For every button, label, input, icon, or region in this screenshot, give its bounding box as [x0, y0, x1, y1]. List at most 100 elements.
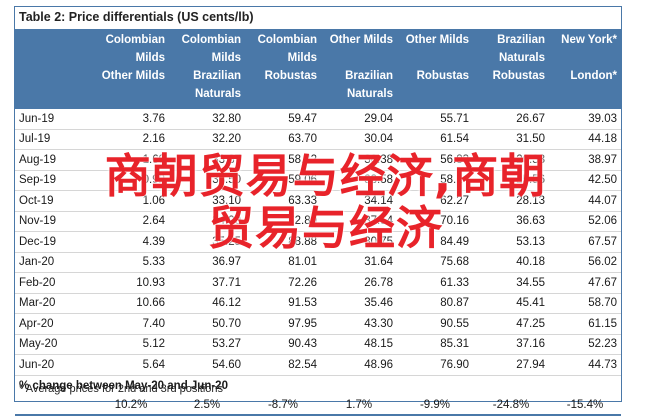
column-header: New York* London* [549, 29, 621, 109]
price-cell: 84.49 [397, 231, 473, 253]
table-row: Jun-20 5.64 54.60 82.54 48.96 76.90 27.94 44.73 [15, 354, 621, 376]
price-cell: 63.70 [245, 129, 321, 150]
price-cell: 58.42 [245, 149, 321, 171]
table-row: Jul-19 2.16 32.20 63.70 30.04 61.54 31.50 44.18 [15, 129, 621, 150]
row-month: Nov-19 [15, 211, 93, 232]
price-cell: 44.07 [549, 190, 621, 212]
price-cell: 26.67 [473, 109, 549, 130]
column-header: Other Milds Brazilian Naturals [321, 29, 397, 109]
price-cell: 58.70 [549, 293, 621, 314]
footnote: * Average prices for 2nd and 3rd positio… [19, 383, 224, 395]
price-cell: 5.33 [93, 252, 169, 273]
price-cell: 37.16 [473, 334, 549, 355]
price-cell: 52.06 [549, 211, 621, 232]
price-cell: 30.04 [321, 129, 397, 150]
price-cell: 42.50 [549, 170, 621, 191]
price-cell: 61.54 [397, 129, 473, 150]
row-month: Jul-19 [15, 129, 93, 150]
price-cell: 28.13 [473, 190, 549, 212]
price-cell: 38.97 [549, 149, 621, 171]
price-cell: 36.63 [473, 211, 549, 232]
row-month: Jun-20 [15, 354, 93, 376]
price-cell: 59.06 [245, 170, 321, 191]
table-row: Mar-20 10.66 46.12 91.53 35.46 80.87 45.41 58.7… [15, 293, 621, 314]
price-cell: 62.27 [397, 190, 473, 212]
price-cell: 10.93 [93, 272, 169, 294]
price-cell: 47.67 [549, 272, 621, 294]
price-cell: 76.90 [397, 354, 473, 376]
price-cell: 72.80 [245, 211, 321, 232]
row-month: Jan-20 [15, 252, 93, 273]
table-row: May-20 5.12 53.27 90.43 48.15 85.31 37.16 52.23 [15, 334, 621, 355]
price-cell: 39.03 [549, 109, 621, 130]
table-row: Jan-20 5.33 36.97 81.01 31.64 75.68 40.18 56.02 [15, 252, 621, 273]
price-cell: 26.78 [321, 272, 397, 294]
price-cell: 67.57 [549, 231, 621, 253]
column-header: Colombian Milds Other Milds [93, 29, 169, 109]
price-cell: 32.80 [169, 109, 245, 130]
row-month: Oct-19 [15, 190, 93, 212]
table-title: Table 2: Price differentials (US cents/l… [19, 10, 254, 24]
price-cell: 2.64 [93, 211, 169, 232]
price-cell: 34.14 [321, 190, 397, 212]
price-cell: 82.54 [245, 354, 321, 376]
price-cell: 81.01 [245, 252, 321, 273]
price-cell: 35.25 [169, 231, 245, 253]
price-cell: 31.50 [473, 129, 549, 150]
pct-change-label: % change between May-20 and Jun-20 [19, 379, 228, 392]
price-table-panel: Table 2: Price differentials (US cents/l… [14, 6, 622, 416]
price-cell: 2.16 [93, 129, 169, 150]
price-cell: 40.18 [473, 252, 549, 273]
price-cell: 72.26 [245, 272, 321, 294]
price-cell: 29.04 [321, 109, 397, 130]
price-cell: 35.46 [321, 293, 397, 314]
price-cell: 37.71 [169, 272, 245, 294]
row-month: Jun-19 [15, 109, 93, 130]
price-cell: 33.50 [169, 170, 245, 191]
price-cell: 33.58 [321, 170, 397, 191]
price-cell: 54.60 [169, 354, 245, 376]
price-cell: 90.43 [245, 334, 321, 355]
column-header: Other Milds Robustas [397, 29, 473, 109]
price-cell: 61.33 [397, 272, 473, 294]
price-cell: 50.70 [169, 313, 245, 335]
price-cell: 5.12 [93, 334, 169, 355]
price-cell: 32.20 [169, 129, 245, 150]
table-row: Jun-19 3.76 32.80 59.47 29.04 55.71 26.67 39.03 [15, 109, 621, 130]
price-cell: 88.88 [245, 231, 321, 253]
column-header: Colombian Milds Brazilian Naturals [169, 29, 245, 109]
price-cell: 97.95 [245, 313, 321, 335]
price-cell: 59.47 [245, 109, 321, 130]
price-cell: 90.55 [397, 313, 473, 335]
price-cell: 44.73 [549, 354, 621, 376]
header-blank [15, 29, 93, 109]
price-cell: 30.38 [321, 149, 397, 171]
price-cell: 43.30 [321, 313, 397, 335]
price-cell: 26.38 [473, 149, 549, 171]
price-cell: 61.15 [549, 313, 621, 335]
price-cell: 58.14 [397, 170, 473, 191]
watermark-line: 商朝贸易与经济,商朝 [104, 149, 547, 203]
table-row: Feb-20 10.93 37.71 72.26 26.78 61.33 34.55 47.6… [15, 272, 621, 294]
price-cell: 31.64 [321, 252, 397, 273]
header-row: Colombian Milds Other Milds Colombian Milds B… [15, 29, 621, 109]
row-month: Dec-19 [15, 231, 93, 253]
table-row: Apr-20 7.40 50.70 97.95 43.30 90.55 47.25 61.15 [15, 313, 621, 335]
price-cell: 1.06 [93, 190, 169, 212]
price-cell: 1.69 [93, 149, 169, 171]
row-month: Apr-20 [15, 313, 93, 335]
table-row: Oct-19 1.06 33.10 63.33 34.14 62.27 28.13 44.07 [15, 190, 621, 212]
table-row: Aug-19 1.69 33.37 58.42 30.38 56.83 26.38 38.97 [15, 149, 621, 171]
price-cell: 30.75 [321, 231, 397, 253]
row-month: Feb-20 [15, 272, 93, 294]
pct-change-heading-row: % change between May-20 and Jun-20 [15, 375, 621, 396]
price-cell: 0.92 [93, 170, 169, 191]
price-cell: 33.10 [169, 190, 245, 212]
price-cell: 5.64 [93, 354, 169, 376]
table-row: Dec-19 4.39 35.25 88.88 30.75 84.49 53.13 67.57 [15, 231, 621, 253]
price-cell: 75.68 [397, 252, 473, 273]
column-header: Colombian Milds Robustas [245, 29, 321, 109]
price-cell: 45.41 [473, 293, 549, 314]
row-month: Aug-19 [15, 149, 93, 171]
price-cell: 56.02 [549, 252, 621, 273]
